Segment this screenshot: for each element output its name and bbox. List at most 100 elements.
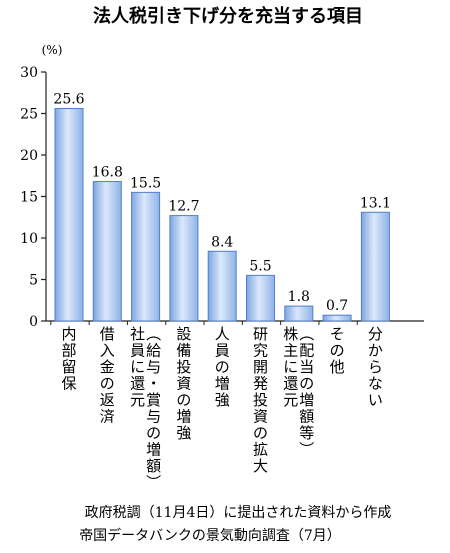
bar xyxy=(360,211,390,322)
bar xyxy=(131,191,161,322)
category-char: 還 xyxy=(283,375,298,393)
category-char: 拡 xyxy=(253,441,268,459)
y-tick-label: 5 xyxy=(29,273,38,289)
footer-line-2: 帝国データバンクの景気動向調査（7月） xyxy=(79,527,341,544)
value-label: 0.7 xyxy=(326,298,348,314)
category-char: に xyxy=(283,358,298,376)
category-char: の xyxy=(299,375,314,393)
value-label: 8.4 xyxy=(211,234,233,250)
value-label: 5.5 xyxy=(249,258,271,274)
category-char: 配 xyxy=(299,342,314,360)
category-char: 金 xyxy=(100,358,115,376)
y-tick-label: 15 xyxy=(20,190,38,206)
category-char: 等 xyxy=(299,424,314,442)
category-char: 増 xyxy=(215,375,230,393)
bar xyxy=(322,314,352,322)
category-char: 増 xyxy=(146,441,161,459)
category-char: 増 xyxy=(176,408,191,426)
category-char: 開 xyxy=(253,358,268,376)
category-char: 投 xyxy=(253,391,268,409)
value-label: 12.7 xyxy=(168,199,199,215)
category-char: 元 xyxy=(130,391,145,409)
category-char: 保 xyxy=(61,375,76,393)
category-char: の xyxy=(146,424,161,442)
value-label: 16.8 xyxy=(92,165,123,181)
y-tick-label: 10 xyxy=(20,231,38,247)
category-char: な xyxy=(368,375,383,393)
category-char: 与 xyxy=(146,358,161,376)
category-char: ︶ xyxy=(146,474,161,492)
category-char: の xyxy=(253,424,268,442)
category-char: 強 xyxy=(215,391,230,409)
category-char: 備 xyxy=(176,342,191,360)
category-char: 大 xyxy=(253,457,268,475)
category-char: ︵ xyxy=(299,325,314,343)
category-char: 投 xyxy=(176,358,191,376)
category-char: 額 xyxy=(146,457,161,475)
value-label: 25.6 xyxy=(53,92,84,108)
category-char: 増 xyxy=(299,391,314,409)
value-labels: 25.6 16.8 15.5 12.7 8.4 5.5 1.8 0.7 13.1 xyxy=(53,92,391,315)
bar xyxy=(284,305,314,322)
chart-title: 法人税引き下げ分を充当する項目 xyxy=(93,5,363,27)
bars xyxy=(54,108,390,322)
category-char: 与 xyxy=(146,408,161,426)
y-tick-label: 25 xyxy=(20,107,38,123)
value-label: 15.5 xyxy=(130,175,161,191)
category-char: 発 xyxy=(253,375,268,393)
category-char: 資 xyxy=(253,408,268,426)
category-char: の xyxy=(215,358,230,376)
bar xyxy=(246,274,275,322)
category-char: 借 xyxy=(100,325,115,343)
category-char: 分 xyxy=(368,325,383,343)
category-char: 員 xyxy=(215,342,230,360)
category-labels: 内部留保借入金の返済社員に還元︵給与・賞与の増額︶設備投資の増強人員の増強研究開… xyxy=(61,325,382,492)
category-char: 株 xyxy=(283,325,298,343)
category-char: 返 xyxy=(100,391,115,409)
category-label: その他 xyxy=(330,325,345,376)
value-label: 1.8 xyxy=(288,289,310,305)
category-char: 元 xyxy=(283,391,298,409)
category-char: 設 xyxy=(176,325,191,343)
category-char: ︵ xyxy=(146,325,161,343)
value-label: 13.1 xyxy=(360,195,391,211)
category-char: 資 xyxy=(176,375,191,393)
category-char: 当 xyxy=(299,358,314,376)
y-tick-label: 20 xyxy=(20,148,38,164)
category-char: 他 xyxy=(330,358,345,376)
category-char: ︶ xyxy=(299,441,314,459)
category-char: か xyxy=(368,342,383,360)
category-char: い xyxy=(368,391,383,409)
y-tick-label: 30 xyxy=(20,65,38,81)
bar xyxy=(54,108,84,322)
category-char: の xyxy=(330,342,345,360)
category-char: 給 xyxy=(146,342,161,360)
category-char: の xyxy=(176,391,191,409)
category-char: 部 xyxy=(61,342,76,360)
category-char: ・ xyxy=(146,375,161,393)
category-char: の xyxy=(100,375,115,393)
y-tick-label: 0 xyxy=(29,314,38,330)
category-char: そ xyxy=(330,325,345,343)
y-axis-unit: (%) xyxy=(42,43,63,57)
category-char: 強 xyxy=(176,424,191,442)
category-char: 究 xyxy=(253,342,268,360)
bar xyxy=(169,215,199,322)
category-char: 員 xyxy=(130,342,145,360)
category-char: 人 xyxy=(215,325,230,343)
bar xyxy=(207,250,237,322)
category-char: 主 xyxy=(283,342,298,360)
category-char: 入 xyxy=(100,342,115,360)
category-char: 留 xyxy=(61,358,76,376)
bar xyxy=(92,181,122,322)
category-char: 額 xyxy=(299,408,314,426)
category-char: 社 xyxy=(130,325,145,343)
footer-line-1: 政府税調（11月4日）に提出された資料から作成 xyxy=(85,505,392,521)
